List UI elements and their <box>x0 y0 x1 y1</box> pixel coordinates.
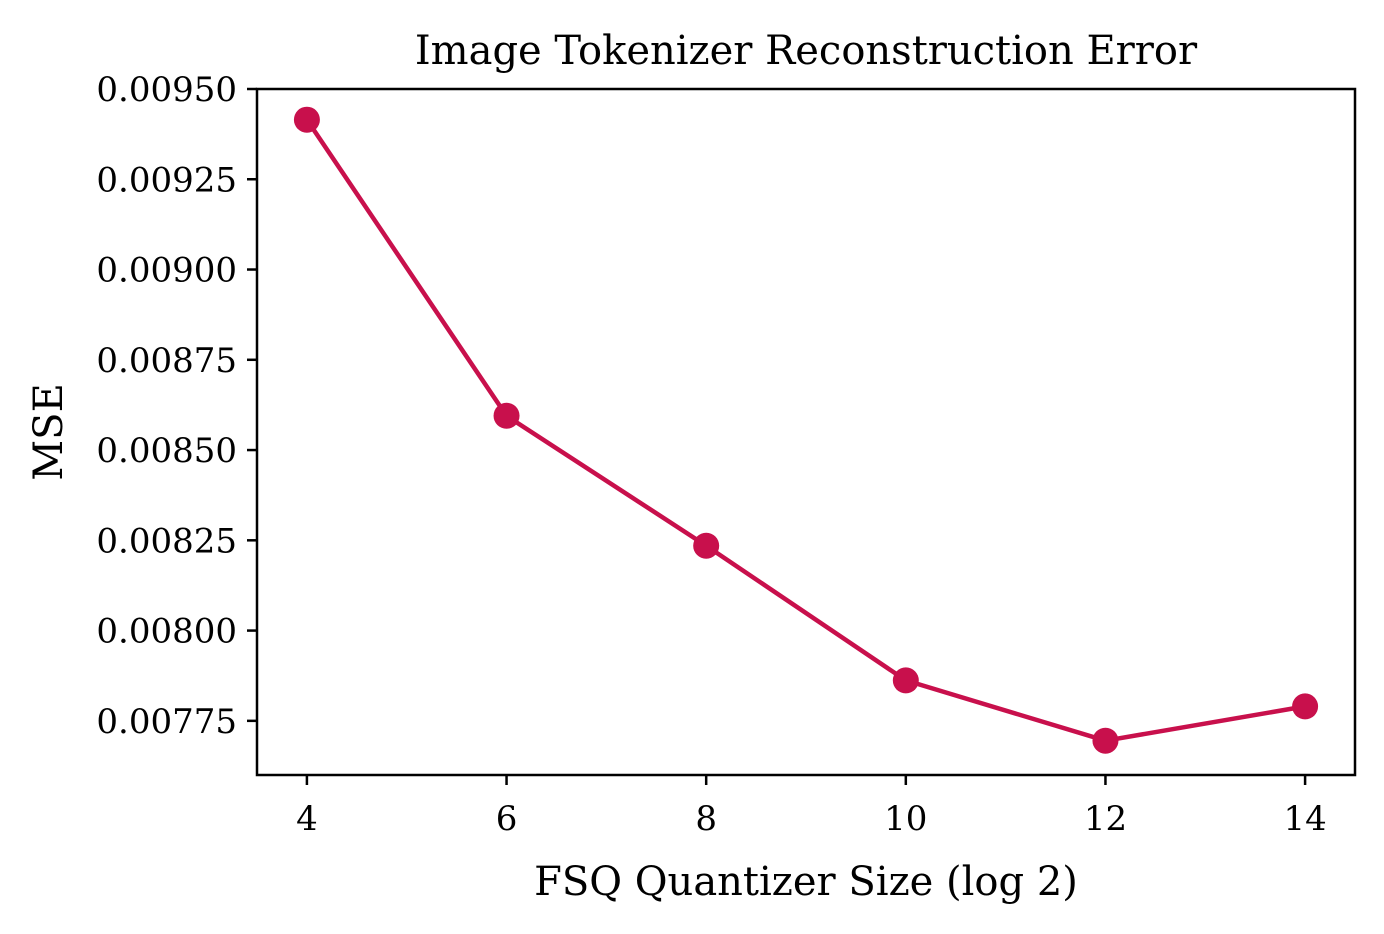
y-tick-label: 0.00900 <box>96 251 237 291</box>
x-axis-label: FSQ Quantizer Size (log 2) <box>534 859 1078 905</box>
x-tick-label: 6 <box>496 799 518 839</box>
y-axis-label: MSE <box>26 383 72 481</box>
data-point <box>892 667 919 694</box>
data-point <box>1092 727 1119 754</box>
series-group <box>293 106 1319 754</box>
y-tick-label: 0.00800 <box>96 612 237 652</box>
y-tick-label: 0.00925 <box>96 160 237 200</box>
x-tick-label: 4 <box>296 799 318 839</box>
x-axis: 4 6 8 10 12 14 <box>296 775 1327 839</box>
x-tick-label: 14 <box>1283 799 1326 839</box>
y-tick-label: 0.00950 <box>96 70 237 110</box>
y-tick-label: 0.00825 <box>96 521 237 561</box>
series-line <box>305 118 1306 743</box>
y-axis: 0.00775 0.00800 0.00825 0.00850 0.00875 0.009… <box>96 70 257 742</box>
data-point <box>493 402 520 429</box>
y-tick-label: 0.00775 <box>96 702 237 742</box>
data-point <box>293 106 320 133</box>
y-tick-label: 0.00875 <box>96 341 237 381</box>
x-tick-label: 8 <box>695 799 717 839</box>
y-tick-label: 0.00850 <box>96 431 237 471</box>
x-tick-label: 10 <box>884 799 927 839</box>
chart-title: Image Tokenizer Reconstruction Error <box>415 28 1198 74</box>
data-point <box>693 532 720 559</box>
plot-frame <box>255 87 1357 777</box>
x-tick-label: 12 <box>1084 799 1127 839</box>
data-point <box>1292 693 1319 720</box>
